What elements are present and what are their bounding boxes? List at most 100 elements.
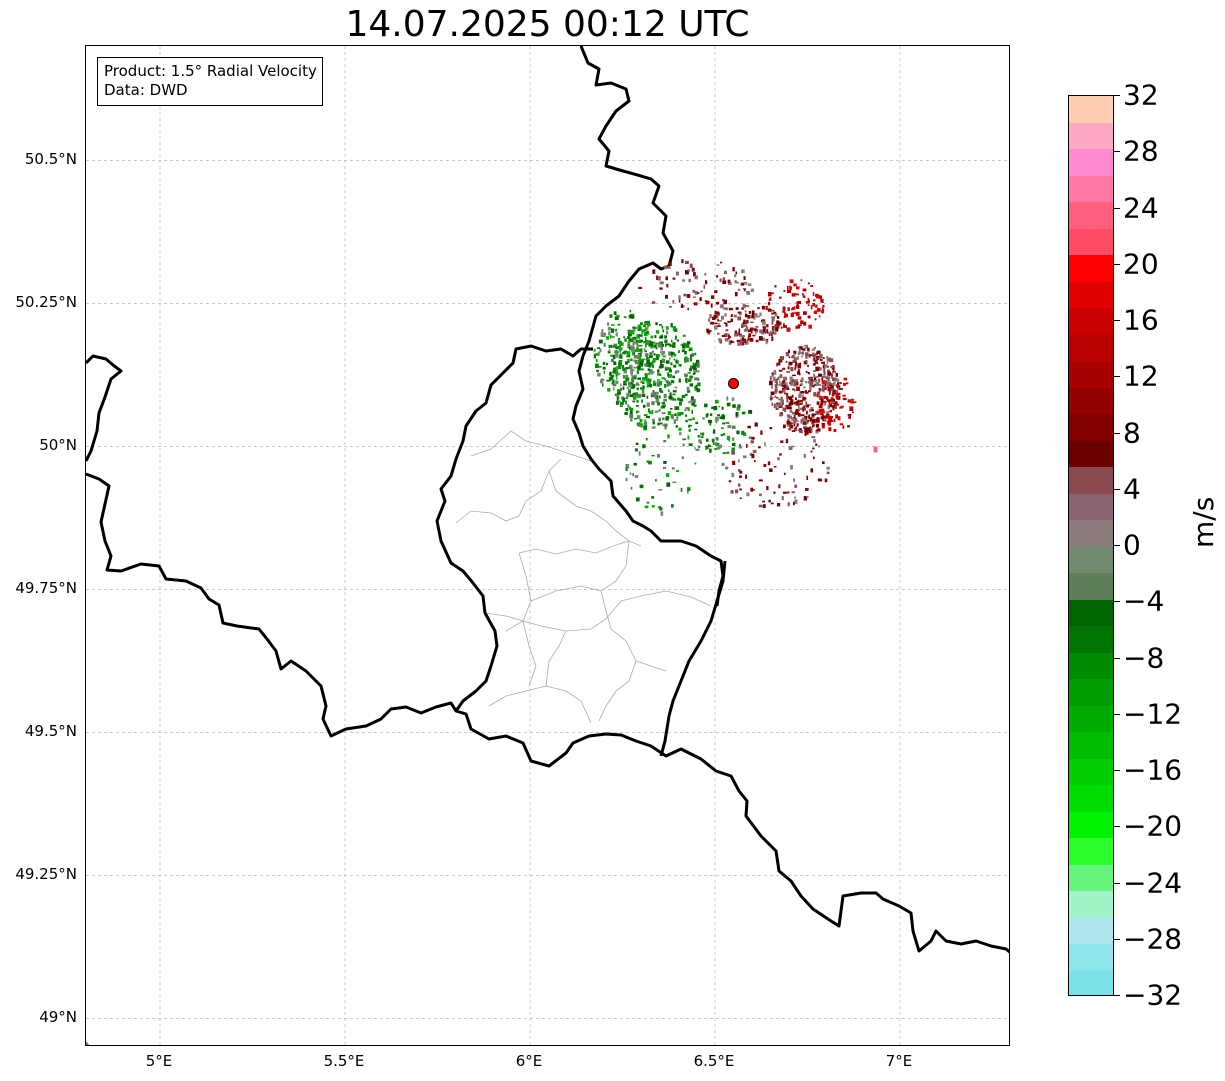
velocity-echo-cell: [825, 396, 828, 398]
data-source-label: Data: DWD: [104, 81, 188, 99]
velocity-echo-cell: [727, 279, 731, 284]
velocity-echo-cell: [822, 357, 825, 359]
velocity-echo-cell: [623, 350, 627, 355]
velocity-echo-cell: [608, 376, 612, 381]
velocity-echo-cell: [648, 362, 652, 365]
velocity-echo-cell: [644, 327, 649, 331]
velocity-echo-cell: [796, 400, 800, 403]
velocity-echo-cell: [815, 429, 819, 432]
velocity-echo-cell: [603, 370, 606, 374]
velocity-echo-cell: [803, 496, 808, 501]
velocity-echo-cell: [675, 370, 680, 373]
velocity-echo-cell: [648, 372, 650, 375]
velocity-echo-cell: [793, 420, 797, 424]
velocity-echo-cell: [637, 410, 640, 413]
velocity-echo-cell: [674, 386, 678, 389]
velocity-echo-cell: [620, 401, 624, 405]
velocity-echo-cell: [750, 288, 755, 292]
velocity-echo-cell: [796, 425, 799, 427]
velocity-echo-cell: [645, 374, 647, 379]
velocity-echo-cell: [802, 420, 807, 425]
colorbar-segment: [1069, 308, 1113, 336]
velocity-echo-cell: [656, 275, 658, 280]
velocity-echo-cell: [751, 436, 755, 440]
velocity-echo-cell: [788, 361, 792, 366]
velocity-echo-cell: [638, 339, 643, 343]
velocity-echo-cell: [692, 399, 696, 404]
velocity-echo-cell: [781, 495, 784, 501]
velocity-echo-cell: [647, 333, 650, 335]
velocity-echo-cell: [722, 299, 725, 302]
velocity-echo-cell: [633, 366, 637, 369]
velocity-echo-cell: [799, 391, 802, 394]
velocity-echo-cell: [715, 311, 720, 314]
velocity-echo-cell: [725, 421, 730, 424]
velocity-echo-cell: [732, 267, 735, 272]
velocity-echo-cell: [715, 399, 719, 404]
velocity-echo-cell: [602, 366, 606, 370]
velocity-echo-cell: [829, 409, 832, 413]
velocity-echo-cell: [785, 351, 790, 357]
velocity-echo-cell: [699, 297, 702, 302]
velocity-echo-cell: [802, 288, 807, 292]
velocity-echo-cell: [806, 421, 809, 424]
velocity-echo-cell: [669, 392, 672, 397]
velocity-echo-cell: [817, 478, 822, 482]
velocity-echo-cell: [618, 361, 622, 366]
velocity-echo-cell: [629, 410, 633, 415]
velocity-echo-cell: [803, 405, 805, 409]
velocity-echo-cell: [804, 397, 807, 400]
velocity-echo-cell: [611, 381, 615, 385]
velocity-echo-cell: [643, 341, 647, 344]
velocity-echo-cell: [710, 321, 714, 325]
velocity-echo-cell: [787, 418, 790, 423]
colorbar-segment: [1069, 785, 1113, 813]
velocity-echo-cell: [661, 343, 665, 347]
velocity-echo-cell: [612, 384, 617, 387]
velocity-echo-cell: [688, 429, 691, 432]
velocity-echo-cell: [722, 280, 727, 284]
colorbar-segment: [1069, 838, 1113, 866]
velocity-echo-cell: [816, 355, 820, 360]
velocity-echo-cell: [647, 323, 650, 327]
velocity-echo-cell: [780, 398, 784, 403]
velocity-echo-cell: [624, 412, 628, 415]
velocity-echo-cell: [826, 360, 829, 364]
velocity-echo-cell: [663, 423, 668, 427]
colorbar-tick: [1114, 657, 1120, 659]
velocity-echo-cell: [601, 334, 606, 337]
velocity-echo-cell: [600, 332, 604, 337]
velocity-echo-cell: [788, 356, 791, 358]
velocity-echo-cell: [690, 354, 694, 357]
velocity-echo-cell: [731, 451, 735, 455]
velocity-echo-cell: [811, 422, 814, 425]
velocity-echo-cell: [657, 369, 660, 373]
velocity-echo-cell: [709, 413, 713, 416]
velocity-echo-cell: [659, 388, 662, 392]
velocity-echo-cell: [774, 388, 778, 393]
velocity-echo-cell: [773, 466, 777, 468]
velocity-echo-cell: [664, 426, 667, 430]
velocity-echo-cell: [678, 427, 682, 431]
velocity-echo-cell: [651, 505, 655, 508]
velocity-echo-cell: [827, 357, 831, 362]
velocity-echo-cell: [822, 364, 826, 369]
velocity-echo-cell: [750, 487, 754, 492]
velocity-echo-cell: [665, 343, 667, 347]
velocity-echo-cell: [754, 460, 756, 463]
velocity-echo-cell: [647, 320, 650, 325]
velocity-echo-cell: [813, 357, 816, 360]
velocity-echo-cell: [812, 447, 815, 450]
velocity-echo-cell: [770, 502, 774, 505]
map-area[interactable]: [85, 45, 1010, 1046]
velocity-echo-cell: [783, 376, 787, 381]
velocity-echo-cell: [626, 386, 629, 389]
velocity-echo-cell: [593, 348, 596, 352]
velocity-echo-cell: [810, 285, 814, 287]
velocity-echo-cell: [625, 397, 628, 400]
velocity-echo-cell: [836, 378, 840, 382]
velocity-echo-cell: [595, 365, 599, 368]
velocity-echo-cell: [659, 324, 662, 326]
velocity-echo-cell: [767, 301, 771, 306]
velocity-echo-cell: [613, 311, 617, 316]
